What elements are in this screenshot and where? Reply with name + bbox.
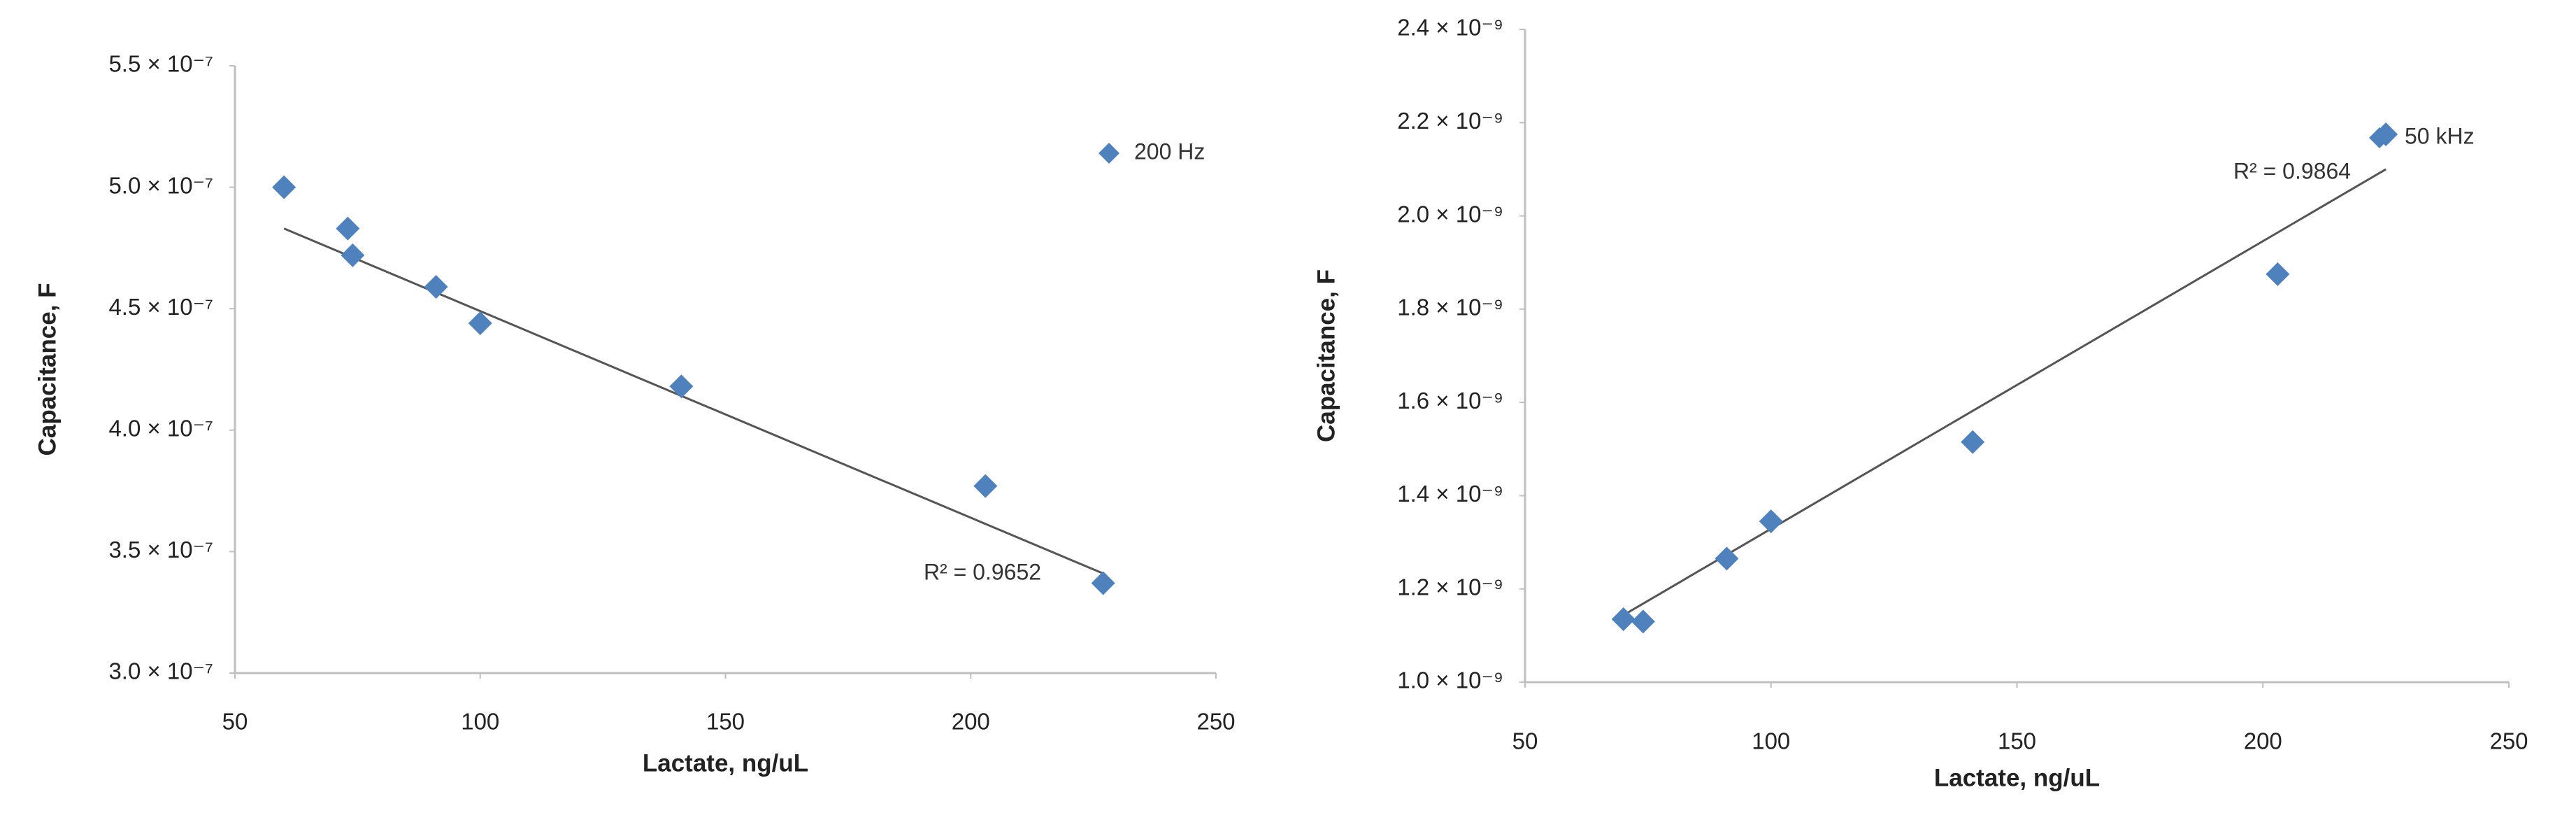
y-tick-label: 1.2 × 10⁻⁹ (1397, 574, 1503, 600)
legend-label: 200 Hz (1134, 139, 1205, 164)
x-tick-label: 250 (1196, 709, 1235, 735)
y-tick-label: 3.0 × 10⁻⁷ (108, 658, 213, 684)
y-tick-label: 1.0 × 10⁻⁹ (1397, 667, 1503, 693)
x-tick-label: 200 (952, 709, 990, 735)
y-tick-label: 4.5 × 10⁻⁷ (108, 294, 213, 320)
data-point (336, 216, 360, 241)
legend-label: 50 kHz (2405, 123, 2475, 148)
y-tick-label: 3.5 × 10⁻⁷ (108, 537, 213, 563)
y-axis-title: Capacitance, F (1312, 269, 1340, 442)
data-point (1759, 509, 1783, 534)
x-tick-label: 200 (2244, 728, 2282, 754)
data-point (1961, 430, 1985, 454)
y-tick-label: 2.2 × 10⁻⁹ (1397, 108, 1503, 134)
data-point (1631, 609, 1655, 634)
r-squared-annotation: R² = 0.9864 (2233, 158, 2351, 183)
y-tick-label: 1.6 × 10⁻⁹ (1397, 388, 1503, 414)
x-tick-label: 50 (1512, 728, 1538, 754)
legend-marker (2369, 127, 2390, 148)
data-point (1611, 607, 1636, 632)
trendline (283, 227, 1104, 575)
trendline (1627, 168, 2387, 614)
y-tick-label: 5.5 × 10⁻⁷ (108, 51, 213, 77)
x-tick-label: 150 (706, 709, 745, 735)
r-squared-annotation: R² = 0.9652 (924, 559, 1041, 584)
data-point (669, 374, 694, 399)
chart-panel: 3.0 × 10⁻⁷ 3.5 × 10⁻⁷ 4.0 × 10⁻⁷ 4.5 × 10⁻⁷… (34, 51, 1235, 777)
x-axis-title: Lactate, ng/uL (1934, 764, 2100, 791)
y-tick-label: 1.8 × 10⁻⁹ (1397, 295, 1503, 320)
data-point (2266, 262, 2290, 286)
y-tick-label: 2.0 × 10⁻⁹ (1397, 201, 1503, 227)
x-tick-label: 100 (461, 709, 499, 735)
data-point (341, 243, 365, 267)
x-tick-label: 100 (1752, 728, 1790, 754)
y-tick-label: 5.0 × 10⁻⁷ (108, 172, 213, 198)
data-point (973, 474, 998, 498)
y-axis-title: Capacitance, F (34, 283, 61, 455)
data-point (272, 175, 296, 199)
chart-panel: 1.0 × 10⁻⁹ 1.2 × 10⁻⁹ 1.4 × 10⁻⁹ 1.6 × 10⁻⁹… (1312, 15, 2528, 792)
data-point (468, 311, 492, 336)
x-tick-label: 50 (222, 709, 248, 735)
data-point (424, 274, 448, 299)
data-point (1091, 571, 1115, 595)
y-tick-label: 2.4 × 10⁻⁹ (1397, 15, 1503, 41)
data-point (1715, 546, 1739, 571)
y-tick-label: 4.0 × 10⁻⁷ (108, 416, 213, 441)
y-tick-label: 1.4 × 10⁻⁹ (1397, 481, 1503, 507)
legend-marker (1099, 143, 1119, 164)
x-tick-label: 250 (2489, 728, 2528, 754)
x-axis-title: Lactate, ng/uL (643, 749, 808, 777)
x-tick-label: 150 (1998, 728, 2036, 754)
